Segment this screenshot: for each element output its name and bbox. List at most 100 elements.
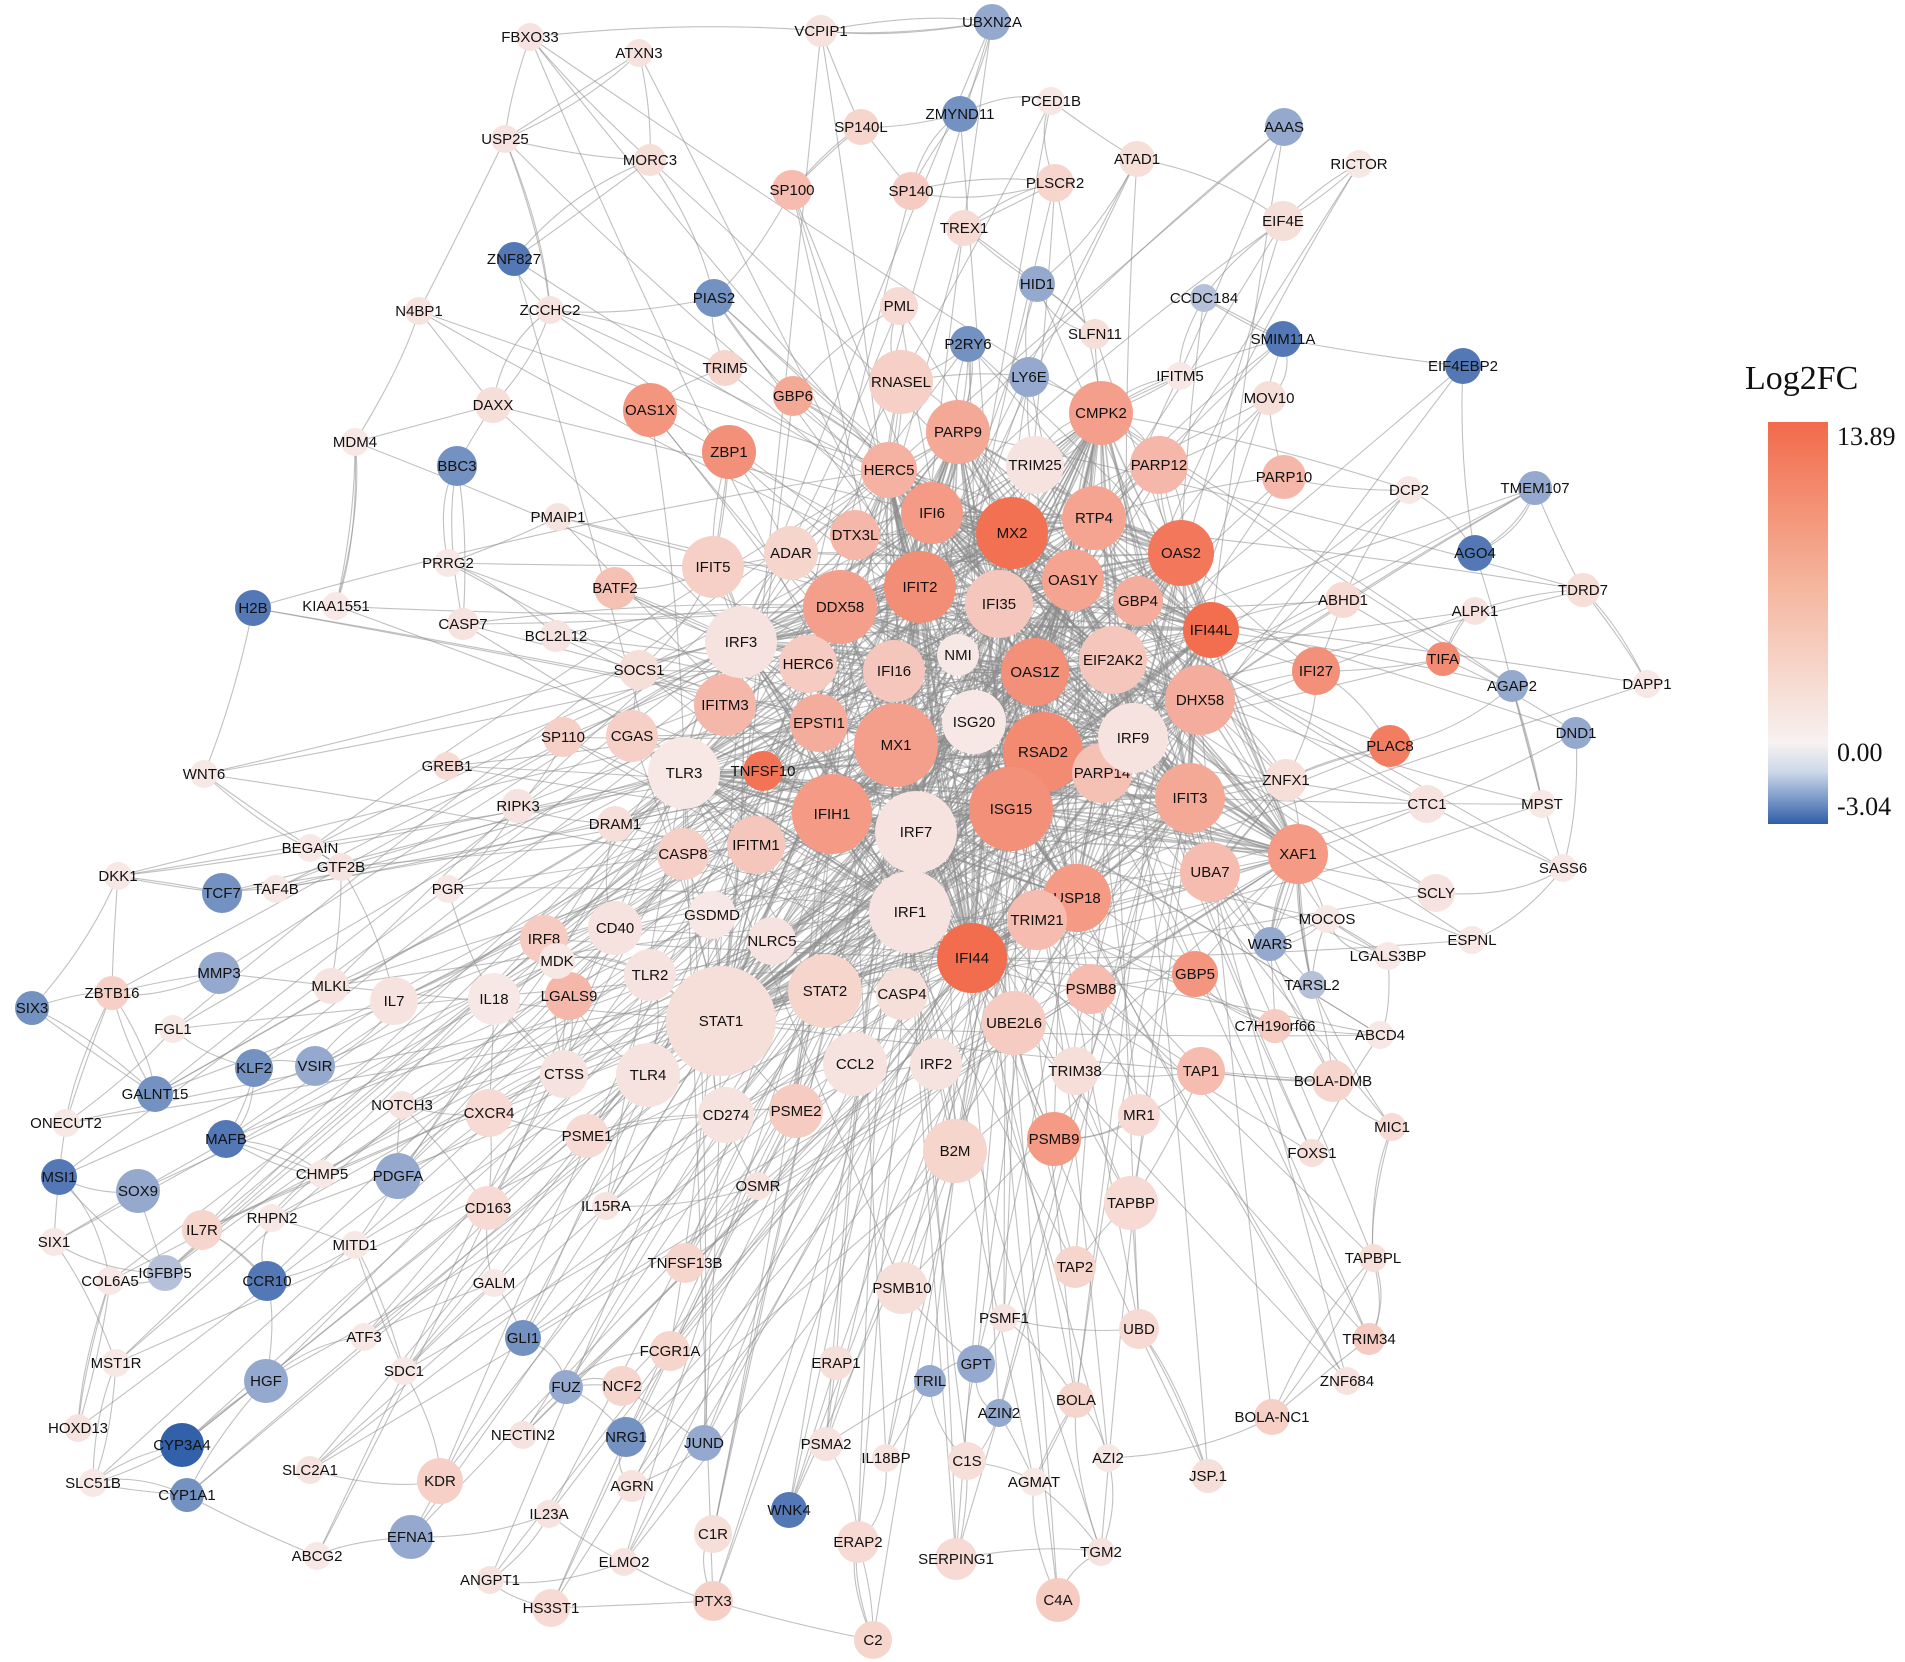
node-tmem107[interactable]: TMEM107 bbox=[1500, 471, 1570, 505]
node-psmf1[interactable]: PSMF1 bbox=[979, 1304, 1029, 1332]
node-dhx58[interactable]: DHX58 bbox=[1165, 665, 1235, 735]
node-six1[interactable]: SIX1 bbox=[38, 1228, 71, 1256]
node-vsir[interactable]: VSIR bbox=[295, 1046, 335, 1086]
node-oas1z[interactable]: OAS1Z bbox=[1001, 638, 1069, 706]
node-il18[interactable]: IL18 bbox=[468, 973, 520, 1025]
node-abhd1[interactable]: ABHD1 bbox=[1318, 582, 1368, 618]
node-igfbp5[interactable]: IGFBP5 bbox=[138, 1255, 192, 1291]
node-hgf[interactable]: HGF bbox=[244, 1359, 288, 1403]
node-ifit3[interactable]: IFIT3 bbox=[1155, 763, 1225, 833]
node-ubxn2a[interactable]: UBXN2A bbox=[962, 4, 1022, 40]
node-c2[interactable]: C2 bbox=[854, 1621, 892, 1659]
node-xaf1[interactable]: XAF1 bbox=[1268, 824, 1328, 884]
node-mr1[interactable]: MR1 bbox=[1118, 1094, 1160, 1136]
node-usp25[interactable]: USP25 bbox=[481, 125, 529, 153]
node-h2b[interactable]: H2B bbox=[235, 590, 271, 626]
node-dnd1[interactable]: DND1 bbox=[1556, 717, 1597, 749]
node-klf2[interactable]: KLF2 bbox=[235, 1049, 273, 1087]
node-trim34[interactable]: TRIM34 bbox=[1342, 1323, 1396, 1355]
node-ccdc184[interactable]: CCDC184 bbox=[1170, 284, 1238, 312]
node-ctss[interactable]: CTSS bbox=[540, 1050, 588, 1098]
node-p2ry6[interactable]: P2RY6 bbox=[944, 326, 992, 362]
node-tril[interactable]: TRIL bbox=[914, 1365, 947, 1397]
node-il23a[interactable]: IL23A bbox=[529, 1500, 569, 1528]
node-slfn11[interactable]: SLFN11 bbox=[1068, 319, 1122, 349]
node-mic1[interactable]: MIC1 bbox=[1374, 1113, 1410, 1141]
node-mdk[interactable]: MDK bbox=[539, 943, 575, 979]
node-slc2a1[interactable]: SLC2A1 bbox=[282, 1456, 338, 1484]
node-irf7[interactable]: IRF7 bbox=[875, 791, 957, 873]
node-gpt[interactable]: GPT bbox=[957, 1345, 995, 1383]
node-ifit2[interactable]: IFIT2 bbox=[884, 551, 956, 623]
node-kiaa1551[interactable]: KIAA1551 bbox=[302, 592, 370, 620]
node-mdm4[interactable]: MDM4 bbox=[333, 428, 377, 456]
node-slc51b[interactable]: SLC51B bbox=[65, 1469, 121, 1497]
node-casp8[interactable]: CASP8 bbox=[657, 828, 709, 880]
node-gbp4[interactable]: GBP4 bbox=[1113, 576, 1163, 626]
node-dtx3l[interactable]: DTX3L bbox=[830, 510, 880, 560]
node-ccr10[interactable]: CCR10 bbox=[242, 1261, 292, 1301]
node-gbp5[interactable]: GBP5 bbox=[1172, 951, 1218, 997]
node-tdrd7[interactable]: TDRD7 bbox=[1558, 573, 1608, 607]
node-rtp4[interactable]: RTP4 bbox=[1062, 486, 1126, 550]
node-ifi16[interactable]: IFI16 bbox=[863, 640, 925, 702]
node-mx2[interactable]: MX2 bbox=[976, 497, 1048, 569]
node-plscr2[interactable]: PLSCR2 bbox=[1026, 164, 1084, 202]
node-ube2l6[interactable]: UBE2L6 bbox=[982, 991, 1046, 1055]
node-mst1r[interactable]: MST1R bbox=[91, 1349, 142, 1377]
node-batf2[interactable]: BATF2 bbox=[592, 567, 638, 609]
node-psme2[interactable]: PSME2 bbox=[769, 1084, 823, 1138]
node-espnl[interactable]: ESPNL bbox=[1447, 926, 1497, 954]
node-plac8[interactable]: PLAC8 bbox=[1366, 725, 1414, 767]
node-gli1[interactable]: GLI1 bbox=[505, 1320, 541, 1356]
node-sdc1[interactable]: SDC1 bbox=[384, 1357, 424, 1385]
node-bola[interactable]: BOLA bbox=[1056, 1382, 1096, 1418]
node-adar[interactable]: ADAR bbox=[764, 526, 818, 580]
node-trim5[interactable]: TRIM5 bbox=[703, 350, 748, 386]
node-ifih1[interactable]: IFIH1 bbox=[792, 774, 872, 854]
node-aaas[interactable]: AAAS bbox=[1264, 108, 1304, 146]
node-bbc3[interactable]: BBC3 bbox=[437, 446, 477, 486]
node-nmi[interactable]: NMI bbox=[937, 634, 979, 676]
node-stat2[interactable]: STAT2 bbox=[788, 954, 862, 1028]
node-ptx3[interactable]: PTX3 bbox=[693, 1581, 733, 1621]
node-uba7[interactable]: UBA7 bbox=[1180, 842, 1240, 902]
node-cyp1a1[interactable]: CYP1A1 bbox=[158, 1478, 216, 1512]
node-rictor[interactable]: RICTOR bbox=[1330, 150, 1388, 178]
node-tcf7[interactable]: TCF7 bbox=[202, 873, 242, 913]
node-serping1[interactable]: SERPING1 bbox=[918, 1538, 994, 1580]
node-ddx58[interactable]: DDX58 bbox=[803, 570, 877, 644]
node-ifi6[interactable]: IFI6 bbox=[901, 482, 963, 544]
node-ifi44l[interactable]: IFI44L bbox=[1183, 602, 1239, 658]
node-parp12[interactable]: PARP12 bbox=[1130, 436, 1188, 494]
node-b2m[interactable]: B2M bbox=[923, 1119, 987, 1183]
node-tapbp[interactable]: TAPBP bbox=[1104, 1176, 1158, 1230]
node-ifi35[interactable]: IFI35 bbox=[965, 570, 1033, 638]
node-efna1[interactable]: EFNA1 bbox=[387, 1515, 435, 1559]
node-onecut2[interactable]: ONECUT2 bbox=[30, 1109, 102, 1137]
node-fbxo33[interactable]: FBXO33 bbox=[501, 23, 559, 51]
node-mov10[interactable]: MOV10 bbox=[1244, 381, 1295, 415]
node-greb1[interactable]: GREB1 bbox=[422, 752, 473, 780]
node-rnasel[interactable]: RNASEL bbox=[869, 350, 933, 414]
node-casp4[interactable]: CASP4 bbox=[876, 968, 928, 1020]
node-c1r[interactable]: C1R bbox=[694, 1515, 732, 1553]
node-il7[interactable]: IL7 bbox=[370, 977, 418, 1025]
node-c1s[interactable]: C1S bbox=[948, 1442, 986, 1480]
node-ifi27[interactable]: IFI27 bbox=[1292, 647, 1340, 695]
node-zbp1[interactable]: ZBP1 bbox=[702, 425, 756, 479]
node-tgm2[interactable]: TGM2 bbox=[1080, 1538, 1122, 1566]
node-herc5[interactable]: HERC5 bbox=[861, 442, 917, 498]
node-eif2ak2[interactable]: EIF2AK2 bbox=[1079, 626, 1147, 694]
node-kdr[interactable]: KDR bbox=[417, 1458, 463, 1504]
node-irf9[interactable]: IRF9 bbox=[1098, 703, 1168, 773]
node-gbp6[interactable]: GBP6 bbox=[773, 376, 813, 416]
node-isg15[interactable]: ISG15 bbox=[969, 767, 1053, 851]
node-oas1x[interactable]: OAS1X bbox=[623, 383, 677, 437]
node-cgas[interactable]: CGAS bbox=[606, 710, 658, 762]
node-tap2[interactable]: TAP2 bbox=[1054, 1246, 1096, 1288]
node-pml[interactable]: PML bbox=[880, 287, 918, 325]
node-ly6e[interactable]: LY6E bbox=[1009, 357, 1049, 397]
node-azi2[interactable]: AZI2 bbox=[1092, 1444, 1124, 1472]
node-ifitm3[interactable]: IFITM3 bbox=[694, 674, 756, 736]
